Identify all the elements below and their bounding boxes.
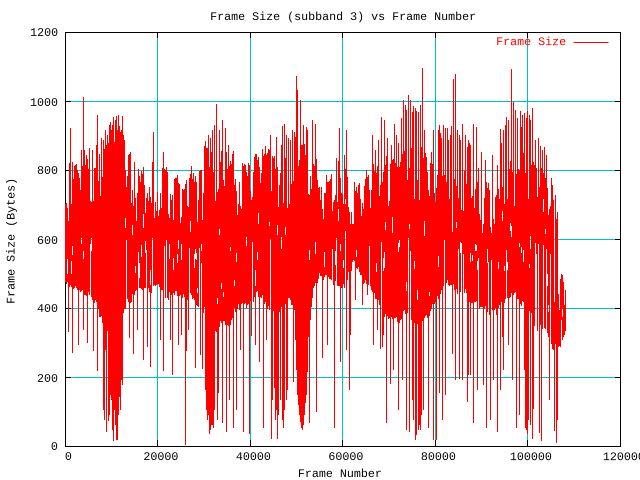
svg-text:Frame Size (Bytes): Frame Size (Bytes) <box>4 178 18 304</box>
svg-text:Frame Size: Frame Size <box>496 35 566 49</box>
svg-text:800: 800 <box>37 164 58 178</box>
svg-text:80000: 80000 <box>421 450 456 464</box>
svg-text:400: 400 <box>37 302 58 316</box>
svg-text:Frame Size (subband 3) vs Fram: Frame Size (subband 3) vs Frame Number <box>210 10 476 24</box>
svg-text:1200: 1200 <box>30 26 58 40</box>
svg-text:100000: 100000 <box>510 450 552 464</box>
svg-text:0: 0 <box>51 440 58 454</box>
svg-text:Frame Number: Frame Number <box>298 467 382 480</box>
svg-text:1000: 1000 <box>30 96 58 110</box>
svg-text:20000: 20000 <box>143 450 178 464</box>
svg-text:40000: 40000 <box>236 450 271 464</box>
svg-text:200: 200 <box>37 372 58 386</box>
svg-text:0: 0 <box>65 450 72 464</box>
svg-text:60000: 60000 <box>328 450 363 464</box>
svg-text:120000: 120000 <box>603 450 640 464</box>
svg-text:600: 600 <box>37 234 58 248</box>
